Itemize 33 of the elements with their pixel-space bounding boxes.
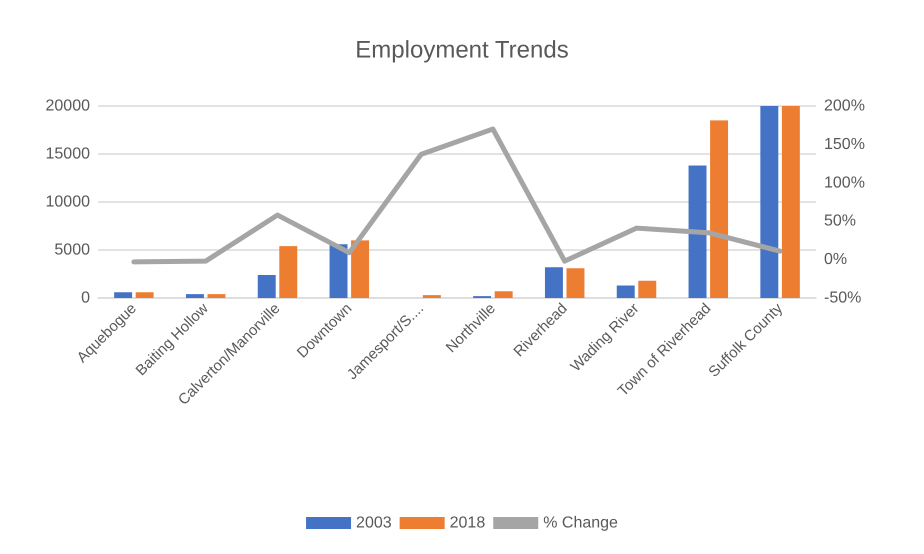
bar [782, 106, 800, 298]
bar [330, 244, 348, 298]
bar [638, 280, 656, 298]
bar [494, 291, 513, 298]
y-tick-label: 20000 [46, 98, 90, 114]
y2-tick-label: 50% [824, 212, 856, 230]
bar [688, 166, 707, 298]
bar [114, 292, 132, 298]
bar [422, 295, 441, 298]
y2-tick-label: -50% [824, 290, 862, 306]
legend-label: % Change [543, 514, 618, 532]
bar [760, 106, 778, 298]
y-tick-label: 10000 [46, 194, 90, 210]
y2-tick-label: 150% [824, 136, 865, 153]
bar [544, 267, 563, 298]
chart-title: Employment Trends [355, 36, 569, 64]
y2-tick-label: 100% [824, 174, 865, 192]
bar [566, 268, 584, 298]
bar [186, 294, 204, 298]
legend-label: 2018 [450, 514, 486, 532]
legend-label: 2003 [356, 514, 392, 532]
bar [258, 274, 276, 298]
bar [710, 120, 728, 298]
bar [616, 286, 635, 298]
bar [207, 294, 226, 298]
bar [351, 240, 370, 298]
y-tick-label: 15000 [46, 146, 90, 162]
bar [136, 292, 154, 298]
y2-tick-label: 200% [824, 98, 865, 114]
y-tick-label: 0 [81, 290, 90, 306]
y2-tick-label: 0% [824, 251, 848, 268]
y-tick-label: 5000 [54, 242, 90, 258]
bar [279, 246, 298, 298]
